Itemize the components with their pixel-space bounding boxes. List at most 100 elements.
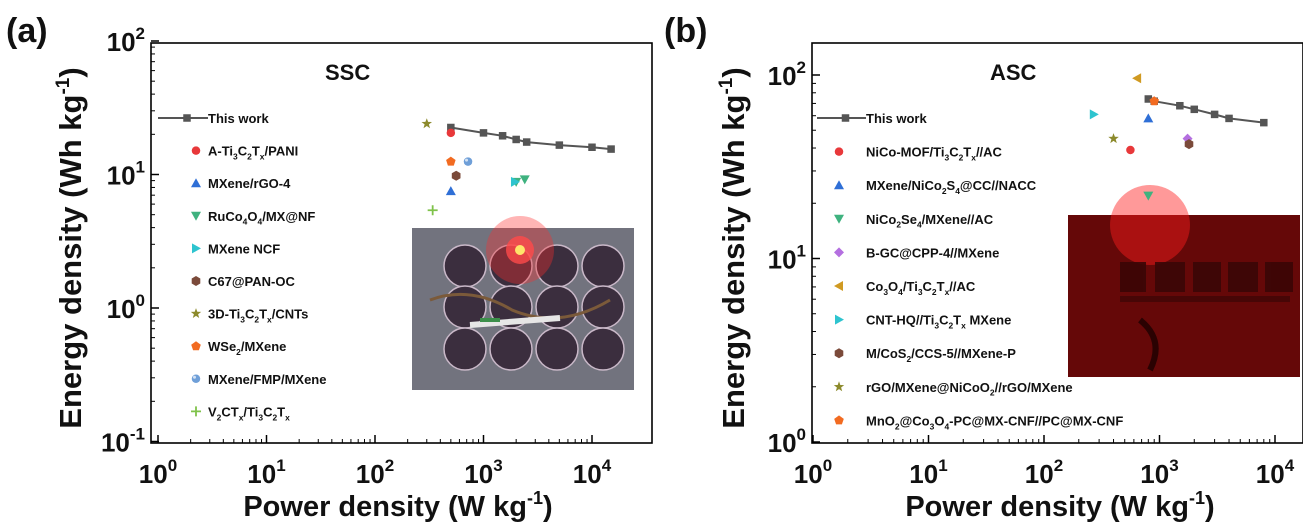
panel-b-title: ASC bbox=[990, 60, 1037, 85]
legend-marker-b-0 bbox=[841, 114, 850, 122]
legend-marker-b-5 bbox=[834, 281, 843, 291]
series-b-8 bbox=[1108, 133, 1119, 144]
legend-label-b-7: M/CoS2/CCS-5//MXene-P bbox=[866, 346, 1016, 364]
x-tick-label-a-0: 100 bbox=[139, 456, 177, 489]
data-point-b-7-0 bbox=[1184, 139, 1194, 150]
legend-marker-a-0 bbox=[183, 114, 191, 122]
series-b-7 bbox=[1184, 139, 1194, 150]
inset-photo-b bbox=[1068, 185, 1300, 377]
legend-label-a-7: WSe2/MXene bbox=[208, 339, 286, 357]
legend-marker-a-3 bbox=[191, 211, 201, 221]
data-point-a-4-0 bbox=[510, 176, 520, 187]
data-point-a-1-0 bbox=[446, 128, 456, 138]
data-point-b-0-0 bbox=[1144, 95, 1153, 103]
panel-b: 100 101 102 103 104 100 101 102 This work NiCo-MO… bbox=[768, 42, 1303, 489]
series-a-1 bbox=[446, 128, 456, 138]
panel-b-ylabel: Energy density (Wh kg-1) bbox=[716, 67, 751, 428]
panel-a-label: (a) bbox=[6, 12, 48, 50]
legend-marker-a-7 bbox=[191, 341, 201, 351]
data-point-b-8-0 bbox=[1108, 133, 1119, 144]
data-point-a-3-1 bbox=[519, 175, 530, 185]
x-tick-label-a-4: 104 bbox=[573, 456, 612, 489]
data-point-b-0-3 bbox=[1190, 105, 1199, 114]
series-b-6 bbox=[1089, 109, 1099, 120]
legend-marker-b-1 bbox=[834, 147, 844, 156]
x-tick-label-a-3: 103 bbox=[464, 456, 502, 489]
data-point-a-9-0 bbox=[427, 205, 438, 216]
legend-label-a-0: This work bbox=[208, 111, 269, 126]
legend-label-a-9: V2CTx/Ti3C2Tx bbox=[208, 404, 290, 422]
data-point-a-6-0 bbox=[421, 118, 432, 129]
legend-marker-b-4 bbox=[834, 247, 844, 258]
legend-label-a-5: C67@PAN-OC bbox=[208, 274, 295, 289]
data-point-a-8-0 bbox=[463, 157, 473, 166]
y-tick-label-b-0: 100 bbox=[768, 425, 806, 458]
legend-label-b-1: NiCo-MOF/Ti3C2Tx//AC bbox=[866, 145, 1003, 163]
panel-b-xlabel: Power density (W kg-1) bbox=[905, 488, 1214, 523]
data-point-b-1-0 bbox=[1126, 145, 1135, 155]
legend-label-b-5: Co3O4/Ti3C2Tx//AC bbox=[866, 279, 976, 297]
legend-marker-b-3 bbox=[834, 214, 844, 224]
legend-marker-a-1 bbox=[191, 146, 201, 155]
y-tick-label-a-1: 100 bbox=[107, 291, 145, 324]
data-point-a-0-4 bbox=[522, 138, 531, 146]
x-tick-label-b-1: 101 bbox=[909, 456, 947, 489]
series-b-1 bbox=[1126, 145, 1135, 155]
legend-label-a-6: 3D-Ti3C2Tx/CNTs bbox=[208, 307, 308, 325]
series-a-2 bbox=[445, 186, 456, 196]
series-a-8 bbox=[463, 157, 473, 166]
legend-marker-a-9 bbox=[191, 406, 201, 417]
data-point-a-0-2 bbox=[498, 132, 507, 140]
legend-marker-a-4 bbox=[192, 243, 201, 254]
data-point-a-2-0 bbox=[445, 186, 456, 196]
x-tick-label-b-2: 102 bbox=[1025, 456, 1063, 489]
data-point-a-5-0 bbox=[451, 170, 461, 181]
data-point-b-0-5 bbox=[1225, 114, 1233, 123]
y-tick-label-b-1: 101 bbox=[768, 242, 806, 275]
legend-label-b-8: rGO/MXene@NiCoO2//rGO/MXene bbox=[866, 380, 1073, 398]
series-b-9 bbox=[1149, 96, 1159, 106]
panel-a-xlabel: Power density (W kg-1) bbox=[243, 488, 552, 523]
inset-photo-a bbox=[412, 216, 634, 390]
series-a-9 bbox=[427, 205, 438, 216]
y-tick-label-a-0: 10-1 bbox=[101, 425, 145, 458]
legend-label-a-2: MXene/rGO-4 bbox=[208, 176, 291, 191]
legend-b: This work NiCo-MOF/Ti3C2Tx//AC MXene/NiCo2… bbox=[817, 111, 1123, 431]
legend-marker-b-6 bbox=[835, 314, 844, 325]
data-point-a-0-5 bbox=[555, 141, 564, 149]
panel-b-label: (b) bbox=[664, 12, 707, 50]
legend-marker-a-8 bbox=[191, 374, 201, 384]
data-point-b-2-0 bbox=[1143, 113, 1154, 123]
data-point-a-0-1 bbox=[479, 129, 488, 137]
legend-marker-b-9 bbox=[834, 415, 844, 425]
legend-label-a-4: MXene NCF bbox=[208, 241, 280, 256]
data-point-b-9-0 bbox=[1149, 96, 1159, 106]
legend-label-b-6: CNT-HQ//Ti3C2Tx MXene bbox=[866, 313, 1011, 331]
legend-label-b-0: This work bbox=[866, 111, 927, 126]
data-point-a-0-3 bbox=[512, 135, 520, 144]
legend-marker-b-2 bbox=[834, 180, 844, 190]
data-point-a-7-0 bbox=[446, 156, 456, 166]
legend-marker-b-7 bbox=[834, 348, 844, 359]
legend-marker-a-2 bbox=[191, 178, 201, 188]
series-a-7 bbox=[446, 156, 456, 166]
legend-label-a-8: MXene/FMP/MXene bbox=[208, 372, 326, 387]
series-a-6 bbox=[421, 118, 432, 129]
data-point-a-0-6 bbox=[588, 143, 596, 151]
legend-marker-a-6 bbox=[190, 308, 202, 318]
legend-label-b-9: MnO2@Co3O4-PC@MX-CNF//PC@MX-CNF bbox=[866, 413, 1123, 431]
y-tick-label-a-2: 101 bbox=[107, 158, 145, 191]
series-b-0 bbox=[1144, 95, 1268, 127]
series-line-a-0 bbox=[450, 126, 612, 151]
x-tick-label-b-3: 103 bbox=[1140, 456, 1178, 489]
data-point-b-3-0 bbox=[1143, 191, 1154, 201]
plot-frame-a bbox=[150, 42, 653, 444]
y-tick-label-a-3: 102 bbox=[107, 24, 145, 57]
plot-frame-b bbox=[811, 42, 1303, 444]
series-line-b-0 bbox=[1147, 98, 1264, 124]
x-tick-label-a-2: 102 bbox=[356, 456, 394, 489]
x-tick-label-a-1: 101 bbox=[247, 456, 285, 489]
series-b-2 bbox=[1143, 113, 1154, 123]
